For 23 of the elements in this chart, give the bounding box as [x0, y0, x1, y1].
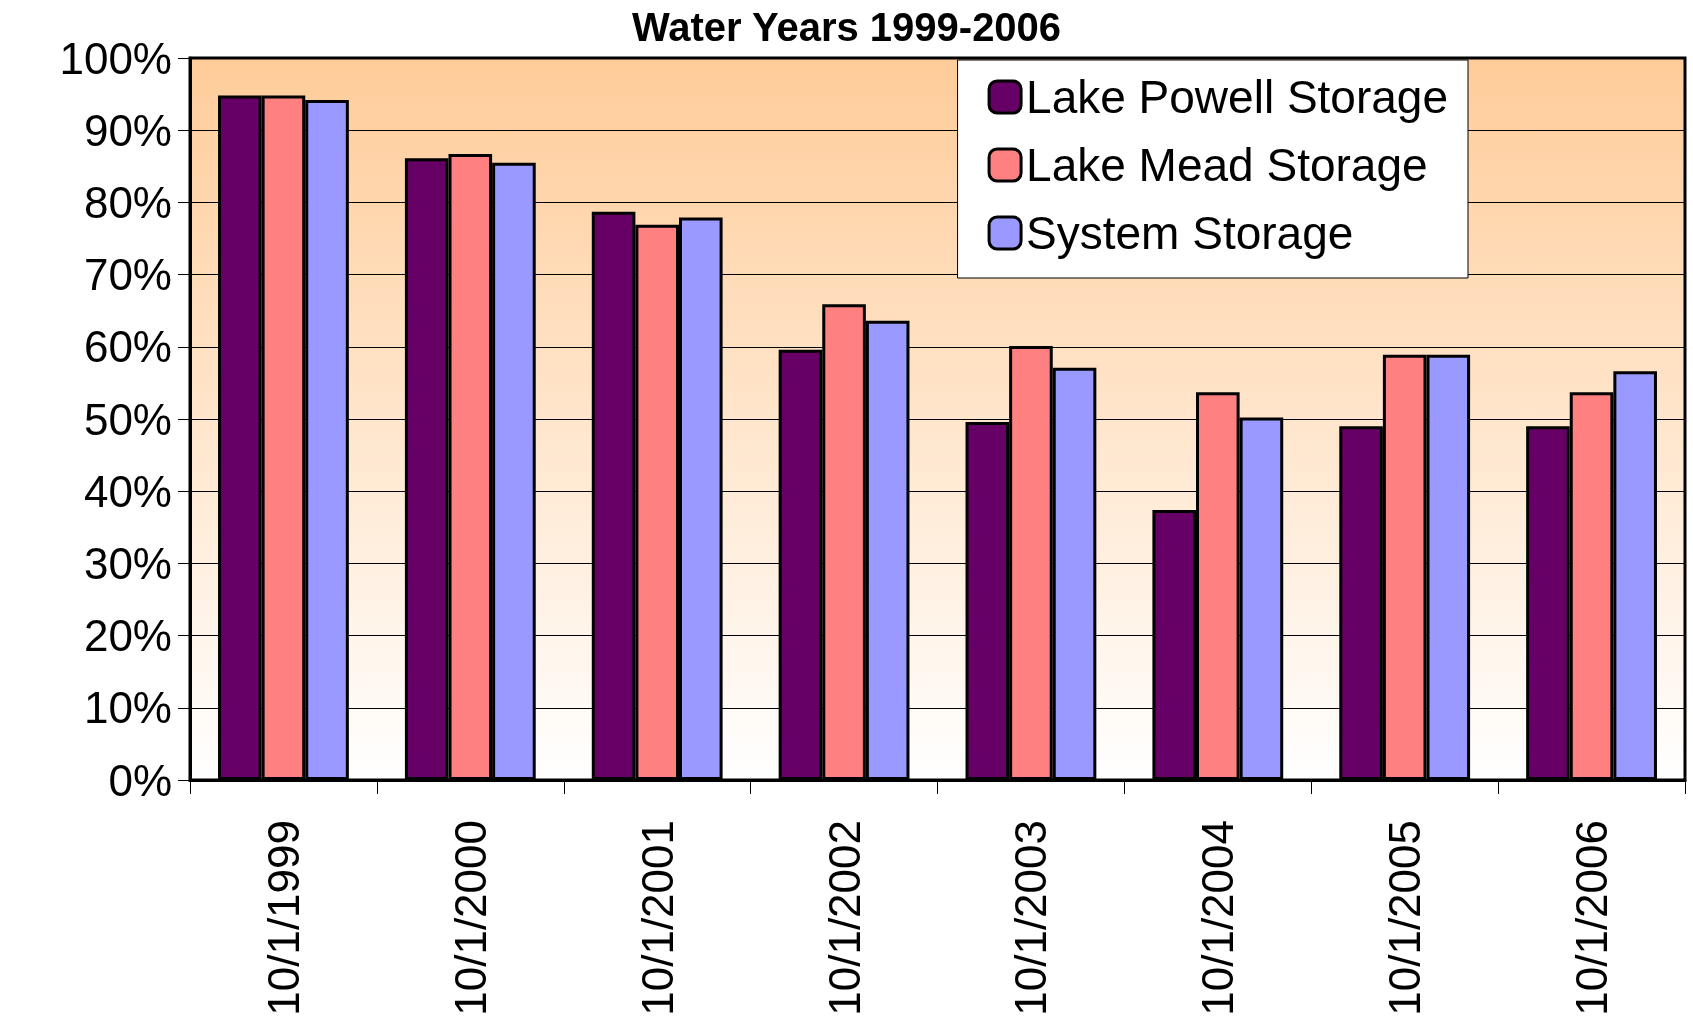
chart-title: Water Years 1999-2006: [631, 5, 1062, 49]
y-tick-label: 10%: [83, 683, 172, 733]
y-tick-label: 80%: [83, 177, 172, 227]
y-tick-label: 0%: [108, 755, 172, 805]
y-tick-label: 40%: [83, 466, 172, 516]
legend-label: Lake Mead Storage: [1026, 139, 1428, 191]
x-tick-label: 10/1/2002: [819, 820, 869, 1016]
x-tick-label: 10/1/2001: [632, 820, 682, 1016]
y-tick-label: 50%: [83, 394, 172, 444]
y-tick-label: 90%: [83, 105, 172, 155]
legend-label: Lake Powell Storage: [1026, 71, 1449, 123]
y-tick-label: 100%: [59, 33, 172, 83]
x-tick-label: 10/1/2005: [1380, 820, 1430, 1016]
x-tick-label: 10/1/1999: [258, 820, 308, 1016]
y-tick-label: 70%: [83, 250, 172, 300]
x-tick-label: 10/1/2004: [1193, 820, 1243, 1016]
y-tick-label: 30%: [83, 538, 172, 588]
x-tick-label: 10/1/2000: [445, 820, 495, 1016]
y-tick-label: 20%: [83, 611, 172, 661]
y-tick-label: 60%: [83, 322, 172, 372]
legend-label: System Storage: [1026, 207, 1354, 259]
x-tick-label: 10/1/2003: [1006, 820, 1056, 1016]
x-tick-label: 10/1/2006: [1567, 820, 1617, 1016]
